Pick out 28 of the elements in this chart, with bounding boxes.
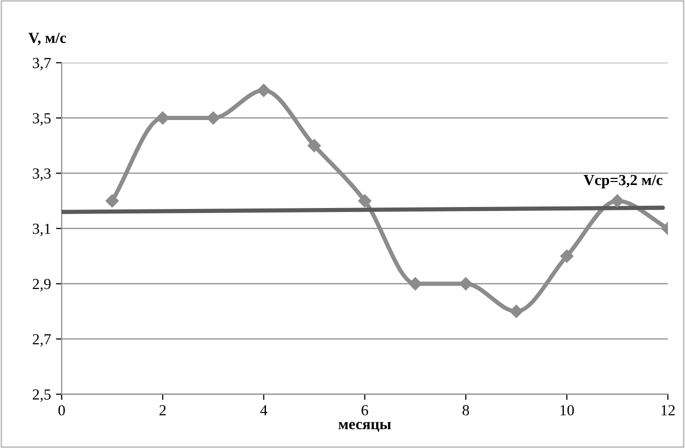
point (308, 139, 321, 152)
point (459, 277, 472, 290)
point (206, 111, 220, 125)
annotation: Vср=3,2 м/с (584, 174, 662, 188)
x-tick-label: 8 (462, 405, 470, 416)
point (610, 194, 624, 208)
x-tick-label: 2 (160, 405, 166, 416)
point (510, 304, 523, 318)
x-axis-title: месяцы (338, 422, 391, 432)
y-tick-label: 3,7 (32, 58, 51, 70)
y-tick-label: 3,3 (32, 168, 51, 181)
y-tick-label: 2,9 (32, 278, 51, 292)
y-tick-label: 2,5 (32, 389, 51, 402)
x-tick-label: 10 (560, 405, 574, 416)
point (156, 111, 170, 125)
point (408, 277, 422, 290)
y-tick-label: 3,5 (32, 113, 51, 126)
point (358, 194, 372, 208)
point (257, 84, 270, 97)
y-tick-label: 2,7 (32, 334, 51, 347)
point (560, 250, 574, 263)
point (106, 194, 119, 208)
x-tick-label: 4 (260, 405, 268, 416)
x-tick-label: 0 (58, 405, 65, 416)
y-tick-label: 3,1 (32, 224, 50, 236)
x-tick-label: 12 (662, 405, 675, 416)
x-tick-label: 6 (362, 405, 368, 416)
y-axis-title: V, м/с (28, 32, 66, 46)
